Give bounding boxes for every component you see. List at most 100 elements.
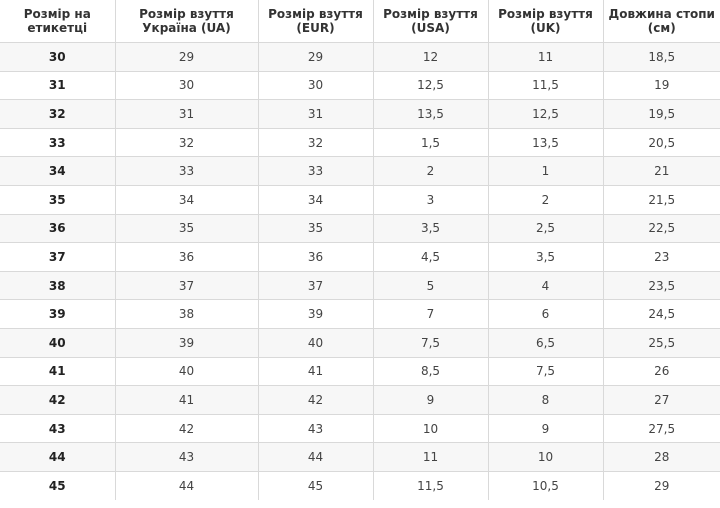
cell-foot-length: 27 <box>602 385 720 415</box>
table-body: 30 29 29 12 11 18,5 31 30 30 12,5 11,5 19 32 31 31 13,5… <box>0 42 720 500</box>
header-foot-length: Довжина стопи (см) <box>602 0 720 43</box>
cell-usa-size: 4,5 <box>372 242 489 272</box>
cell-eur-size: 32 <box>257 128 374 158</box>
cell-eur-size: 45 <box>257 471 374 500</box>
cell-ua-size: 31 <box>114 99 259 129</box>
cell-uk-size: 10 <box>487 442 604 472</box>
table-row: 41 40 41 8,5 7,5 26 <box>0 357 720 387</box>
table-row: 40 39 40 7,5 6,5 25,5 <box>0 328 720 358</box>
cell-label-size: 34 <box>0 156 116 186</box>
cell-eur-size: 30 <box>257 71 374 101</box>
cell-ua-size: 38 <box>114 299 259 329</box>
cell-uk-size: 10,5 <box>487 471 604 500</box>
cell-ua-size: 42 <box>114 414 259 444</box>
cell-usa-size: 13,5 <box>372 99 489 129</box>
header-eur-size: Розмір взуття (EUR) <box>257 0 374 43</box>
cell-usa-size: 8,5 <box>372 357 489 387</box>
cell-uk-size: 11 <box>487 42 604 72</box>
cell-uk-size: 1 <box>487 156 604 186</box>
cell-uk-size: 6,5 <box>487 328 604 358</box>
cell-foot-length: 27,5 <box>602 414 720 444</box>
cell-ua-size: 43 <box>114 442 259 472</box>
cell-foot-length: 29 <box>602 471 720 500</box>
header-label-size: Розмір на етикетці <box>0 0 116 43</box>
cell-eur-size: 29 <box>257 42 374 72</box>
cell-label-size: 38 <box>0 271 116 301</box>
cell-eur-size: 33 <box>257 156 374 186</box>
header-uk-size: Розмір взуття (UK) <box>487 0 604 43</box>
table-row: 35 34 34 3 2 21,5 <box>0 185 720 215</box>
cell-ua-size: 33 <box>114 156 259 186</box>
cell-uk-size: 11,5 <box>487 71 604 101</box>
cell-uk-size: 12,5 <box>487 99 604 129</box>
cell-usa-size: 3,5 <box>372 214 489 244</box>
header-row: Розмір на етикетці Розмір взуття Україна… <box>0 0 720 43</box>
cell-uk-size: 3,5 <box>487 242 604 272</box>
table-row: 36 35 35 3,5 2,5 22,5 <box>0 214 720 244</box>
cell-label-size: 39 <box>0 299 116 329</box>
table-row: 39 38 39 7 6 24,5 <box>0 299 720 329</box>
cell-label-size: 37 <box>0 242 116 272</box>
cell-usa-size: 2 <box>372 156 489 186</box>
cell-foot-length: 28 <box>602 442 720 472</box>
cell-label-size: 40 <box>0 328 116 358</box>
cell-ua-size: 29 <box>114 42 259 72</box>
cell-foot-length: 24,5 <box>602 299 720 329</box>
cell-eur-size: 36 <box>257 242 374 272</box>
cell-eur-size: 40 <box>257 328 374 358</box>
cell-ua-size: 41 <box>114 385 259 415</box>
cell-uk-size: 6 <box>487 299 604 329</box>
cell-usa-size: 3 <box>372 185 489 215</box>
cell-eur-size: 43 <box>257 414 374 444</box>
header-ua-size: Розмір взуття Україна (UA) <box>114 0 259 43</box>
cell-foot-length: 26 <box>602 357 720 387</box>
cell-ua-size: 30 <box>114 71 259 101</box>
cell-label-size: 43 <box>0 414 116 444</box>
cell-uk-size: 13,5 <box>487 128 604 158</box>
table-header: Розмір на етикетці Розмір взуття Україна… <box>0 0 720 43</box>
cell-label-size: 36 <box>0 214 116 244</box>
cell-foot-length: 20,5 <box>602 128 720 158</box>
cell-uk-size: 8 <box>487 385 604 415</box>
cell-foot-length: 19,5 <box>602 99 720 129</box>
cell-ua-size: 39 <box>114 328 259 358</box>
cell-ua-size: 37 <box>114 271 259 301</box>
cell-foot-length: 23 <box>602 242 720 272</box>
cell-ua-size: 32 <box>114 128 259 158</box>
table-row: 44 43 44 11 10 28 <box>0 442 720 472</box>
cell-label-size: 44 <box>0 442 116 472</box>
table-row: 34 33 33 2 1 21 <box>0 156 720 186</box>
cell-label-size: 31 <box>0 71 116 101</box>
cell-foot-length: 25,5 <box>602 328 720 358</box>
table-row: 37 36 36 4,5 3,5 23 <box>0 242 720 272</box>
cell-ua-size: 34 <box>114 185 259 215</box>
cell-foot-length: 23,5 <box>602 271 720 301</box>
cell-eur-size: 34 <box>257 185 374 215</box>
cell-eur-size: 41 <box>257 357 374 387</box>
cell-usa-size: 7,5 <box>372 328 489 358</box>
cell-label-size: 35 <box>0 185 116 215</box>
cell-uk-size: 2,5 <box>487 214 604 244</box>
cell-foot-length: 18,5 <box>602 42 720 72</box>
cell-usa-size: 12,5 <box>372 71 489 101</box>
cell-eur-size: 44 <box>257 442 374 472</box>
cell-foot-length: 19 <box>602 71 720 101</box>
cell-uk-size: 9 <box>487 414 604 444</box>
cell-foot-length: 22,5 <box>602 214 720 244</box>
cell-ua-size: 35 <box>114 214 259 244</box>
table-row: 43 42 43 10 9 27,5 <box>0 414 720 444</box>
table-row: 38 37 37 5 4 23,5 <box>0 271 720 301</box>
cell-eur-size: 39 <box>257 299 374 329</box>
cell-usa-size: 5 <box>372 271 489 301</box>
cell-foot-length: 21 <box>602 156 720 186</box>
cell-label-size: 30 <box>0 42 116 72</box>
header-usa-size: Розмір взуття (USA) <box>372 0 489 43</box>
cell-uk-size: 7,5 <box>487 357 604 387</box>
cell-usa-size: 11 <box>372 442 489 472</box>
cell-ua-size: 44 <box>114 471 259 500</box>
table-row: 45 44 45 11,5 10,5 29 <box>0 471 720 500</box>
cell-usa-size: 11,5 <box>372 471 489 500</box>
cell-label-size: 32 <box>0 99 116 129</box>
table-row: 33 32 32 1,5 13,5 20,5 <box>0 128 720 158</box>
